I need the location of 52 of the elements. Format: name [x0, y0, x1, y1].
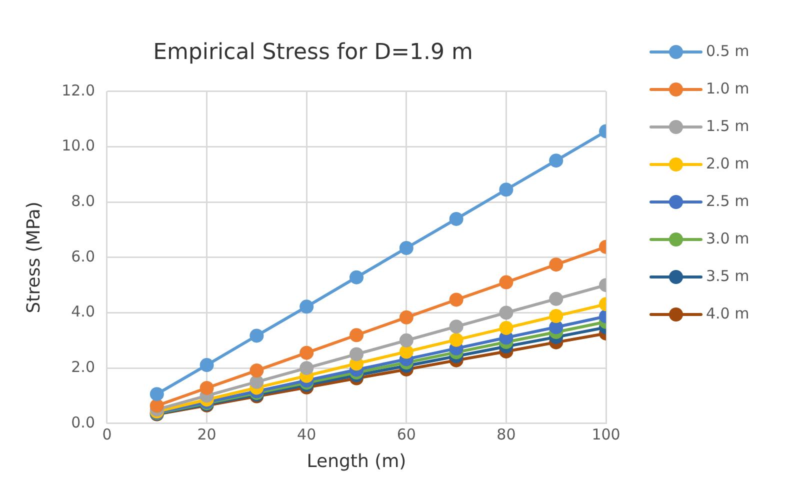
legend-label: 1.0 m — [706, 79, 750, 98]
legend-label: 2.5 m — [706, 192, 750, 210]
x-tick-label: 60 — [396, 425, 416, 444]
legend-label: 3.0 m — [706, 229, 750, 248]
point — [399, 333, 414, 348]
point — [250, 364, 264, 378]
y-tick-label: 6.0 — [71, 247, 95, 266]
point — [300, 361, 314, 376]
point — [499, 320, 514, 335]
legend-label: 4.0 m — [706, 304, 750, 322]
x-axis-title: Length (m) — [306, 450, 406, 472]
point — [449, 332, 464, 347]
x-tick-label: 0 — [102, 425, 112, 444]
point — [399, 310, 414, 324]
x-tick-label: 20 — [197, 425, 216, 444]
point — [399, 240, 414, 255]
legend-label: 1.5 m — [706, 116, 750, 135]
point — [300, 346, 314, 360]
y-tick-label: 12.0 — [62, 81, 95, 100]
y-tick-label: 8.0 — [71, 192, 95, 210]
point — [350, 270, 364, 284]
point — [350, 347, 364, 362]
point — [300, 300, 314, 314]
y-tick-label: 4.0 — [71, 302, 95, 321]
legend-label: 2.0 m — [706, 154, 750, 172]
point — [549, 154, 564, 168]
point — [499, 182, 514, 197]
point — [449, 212, 464, 226]
point — [250, 328, 264, 343]
point — [549, 292, 564, 306]
x-tick-label: 80 — [496, 425, 516, 444]
point — [499, 275, 514, 290]
x-tick-label: 100 — [592, 425, 620, 444]
legend-label: 3.5 m — [706, 266, 750, 285]
y-tick-label: 0.0 — [71, 413, 95, 432]
x-tick-label: 40 — [297, 425, 316, 444]
point — [200, 380, 214, 395]
y-tick-label: 10.0 — [62, 136, 95, 155]
point — [350, 328, 364, 342]
point — [150, 387, 164, 402]
point — [549, 258, 564, 272]
chart-title: Empirical Stress for D=1.9 m — [153, 40, 473, 65]
point — [499, 306, 514, 320]
point — [549, 309, 564, 324]
point — [449, 320, 464, 334]
point — [200, 358, 214, 372]
y-axis-title: Stress (MPa) — [23, 202, 44, 314]
point — [449, 292, 464, 307]
point — [250, 374, 264, 389]
point — [150, 398, 164, 413]
legend-label: 0.5 m — [706, 42, 750, 60]
y-tick-label: 2.0 — [71, 358, 95, 376]
